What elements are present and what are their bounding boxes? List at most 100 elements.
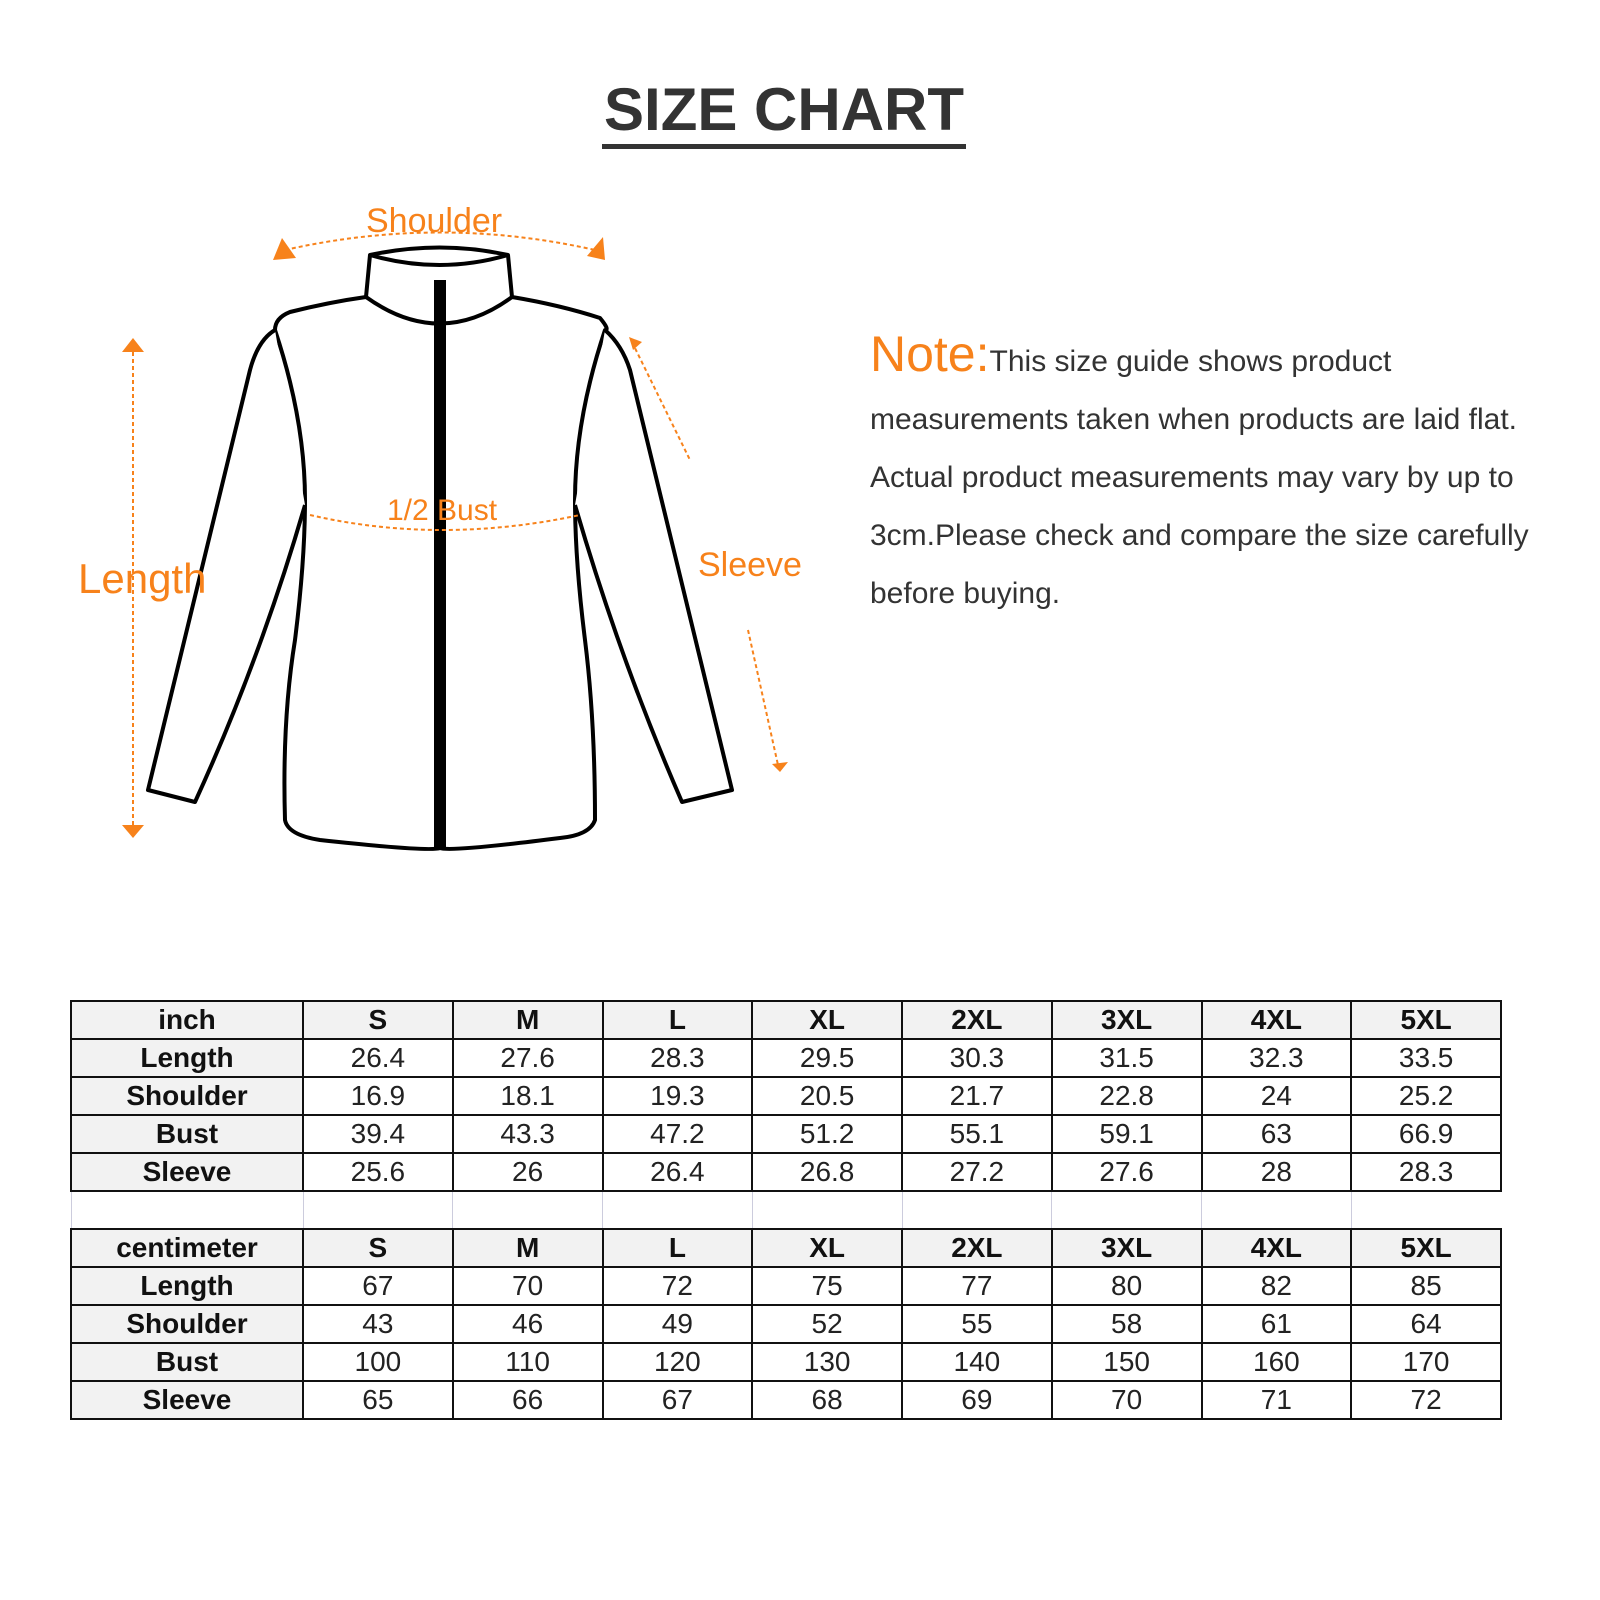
table-row: Bust 100 110 120 130 140 150 160 170 <box>70 1342 1502 1382</box>
unit-header: centimeter <box>70 1228 304 1268</box>
table-cell: 120 <box>601 1342 754 1382</box>
row-label: Shoulder <box>70 1304 304 1344</box>
table-cell: 22.8 <box>1050 1076 1203 1116</box>
table-cell: 25.6 <box>302 1152 454 1192</box>
table-cell: 26.4 <box>601 1152 754 1192</box>
page-title: SIZE CHART <box>0 78 1568 149</box>
table-cell: 30.3 <box>901 1038 1053 1078</box>
table-cell: 32.3 <box>1200 1038 1353 1078</box>
note-text: This size guide shows product measuremen… <box>870 345 1529 610</box>
right-sleeve <box>573 328 734 804</box>
table-cell: 43.3 <box>451 1114 604 1154</box>
table-cell: 39.4 <box>302 1114 454 1154</box>
table-cell: 58 <box>1050 1304 1203 1344</box>
table-cell: 75 <box>751 1266 903 1306</box>
table-cell: 67 <box>601 1380 754 1420</box>
table-cell: 150 <box>1050 1342 1203 1382</box>
row-label: Sleeve <box>70 1380 304 1420</box>
table-cell: 59.1 <box>1050 1114 1203 1154</box>
table-cell: 20.5 <box>751 1076 903 1116</box>
empty-cell <box>602 1191 753 1229</box>
arrowhead-icon <box>587 237 605 260</box>
table-cell: 46 <box>451 1304 604 1344</box>
row-label: Shoulder <box>70 1076 304 1116</box>
table-cell: 110 <box>451 1342 604 1382</box>
table-cell: 27.6 <box>451 1038 604 1078</box>
note: Note:This size guide shows product measu… <box>870 325 1550 623</box>
table-cell: 65 <box>302 1380 454 1420</box>
table-cell: 64 <box>1350 1304 1502 1344</box>
bust-label: 1/2 Bust <box>387 494 498 527</box>
table-cell: 100 <box>302 1342 454 1382</box>
left-sleeve <box>146 328 307 804</box>
size-header: 3XL <box>1050 1000 1203 1040</box>
header-row: inch S M L XL 2XL 3XL 4XL 5XL <box>70 1000 1502 1040</box>
table-cell: 21.7 <box>901 1076 1053 1116</box>
size-header: S <box>302 1000 454 1040</box>
empty-cell <box>302 1191 453 1229</box>
arrowhead-icon <box>629 337 642 350</box>
row-label: Length <box>70 1038 304 1078</box>
table-row: Shoulder 43 46 49 52 55 58 61 64 <box>70 1304 1502 1344</box>
length-label: Length <box>78 555 207 602</box>
table-cell: 19.3 <box>601 1076 754 1116</box>
arrowhead-icon <box>772 762 788 772</box>
table-cell: 49 <box>601 1304 754 1344</box>
bust-arrow <box>309 514 581 531</box>
sleeve-arrow-top <box>631 341 691 461</box>
table-cell: 25.2 <box>1350 1076 1502 1116</box>
table-cell: 27.6 <box>1050 1152 1203 1192</box>
table-row: Shoulder 16.9 18.1 19.3 20.5 21.7 22.8 24 25.2 <box>70 1076 1502 1116</box>
shoulder-label: Shoulder <box>366 202 503 240</box>
table-cell: 55 <box>901 1304 1053 1344</box>
table-cell: 51.2 <box>751 1114 903 1154</box>
empty-cell <box>901 1191 1052 1229</box>
arrowhead-icon <box>273 238 296 260</box>
table-cell: 31.5 <box>1050 1038 1203 1078</box>
table-cell: 160 <box>1200 1342 1353 1382</box>
header-row: centimeter S M L XL 2XL 3XL 4XL 5XL <box>70 1228 1502 1268</box>
spacer-row <box>70 1191 1501 1229</box>
note-heading: Note: <box>870 326 990 382</box>
table-cell: 170 <box>1350 1342 1502 1382</box>
table-cell: 47.2 <box>601 1114 754 1154</box>
row-label: Bust <box>70 1114 304 1154</box>
table-cell: 26 <box>451 1152 604 1192</box>
size-header: L <box>601 1000 754 1040</box>
size-header: 4XL <box>1200 1228 1353 1268</box>
size-header: M <box>451 1000 604 1040</box>
table-cell: 68 <box>751 1380 903 1420</box>
row-label: Length <box>70 1266 304 1306</box>
row-label: Bust <box>70 1342 304 1382</box>
table-cell: 80 <box>1050 1266 1203 1306</box>
size-header: 3XL <box>1050 1228 1203 1268</box>
table-row: Bust 39.4 43.3 47.2 51.2 55.1 59.1 63 66.9 <box>70 1114 1502 1154</box>
table-cell: 18.1 <box>451 1076 604 1116</box>
table-cell: 72 <box>1350 1380 1502 1420</box>
table-cell: 33.5 <box>1350 1038 1502 1078</box>
size-header: XL <box>751 1000 903 1040</box>
table-cell: 29.5 <box>751 1038 903 1078</box>
table-cell: 82 <box>1200 1266 1353 1306</box>
table-row: Length 67 70 72 75 77 80 82 85 <box>70 1266 1502 1306</box>
size-header: 2XL <box>901 1228 1053 1268</box>
empty-cell <box>1051 1191 1202 1229</box>
table-cell: 28 <box>1200 1152 1353 1192</box>
size-table: inch S M L XL 2XL 3XL 4XL 5XL Length 26.4 27.6 28.3 2… <box>70 1000 1502 1420</box>
table-row: Sleeve 65 66 67 68 69 70 71 72 <box>70 1380 1502 1420</box>
table-row: Length 26.4 27.6 28.3 29.5 30.3 31.5 32.3 33.5 <box>70 1038 1502 1078</box>
jacket-illustration <box>122 231 788 851</box>
jacket-diagram: Shoulder 1/2 Bust Length Sleeve <box>0 0 860 900</box>
unit-header: inch <box>70 1000 304 1040</box>
sleeve-label: Sleeve <box>698 546 802 584</box>
empty-cell <box>452 1191 603 1229</box>
table-cell: 67 <box>302 1266 454 1306</box>
table-cell: 70 <box>451 1266 604 1306</box>
size-header: L <box>601 1228 754 1268</box>
table-cell: 28.3 <box>601 1038 754 1078</box>
empty-cell <box>1201 1191 1352 1229</box>
arrowhead-icon <box>122 338 144 352</box>
empty-cell <box>70 1191 303 1229</box>
table-cell: 72 <box>601 1266 754 1306</box>
shoulder-arrow <box>284 231 596 251</box>
